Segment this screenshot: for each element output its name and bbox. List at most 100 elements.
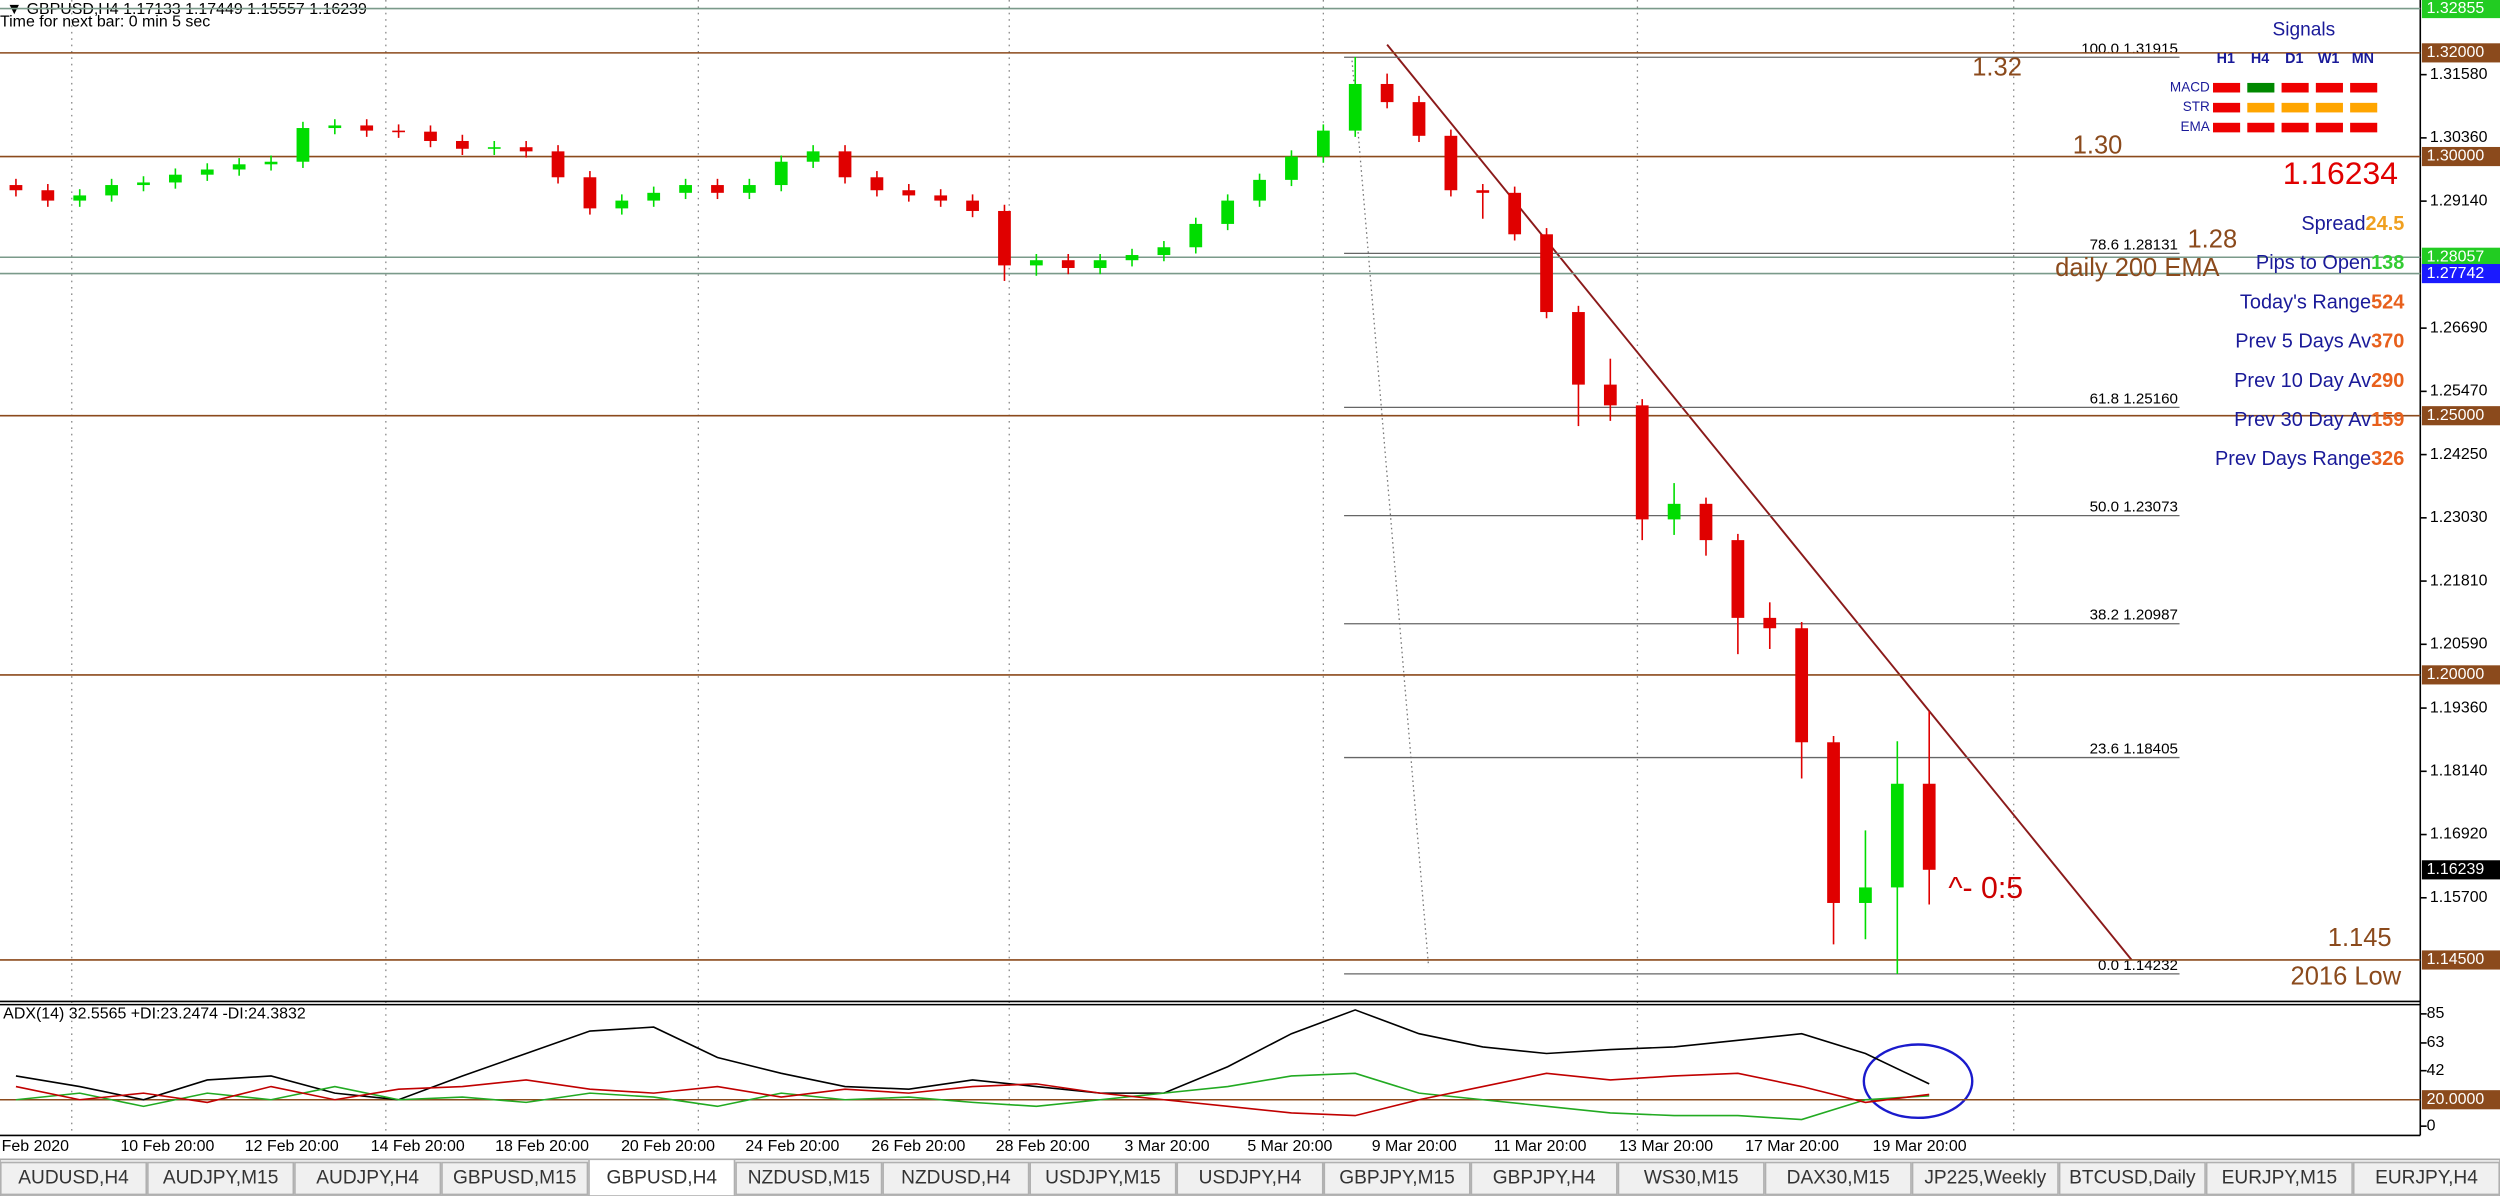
candle-body	[1731, 540, 1745, 618]
candle-body	[998, 210, 1011, 266]
candle-body	[742, 185, 756, 193]
candle-body	[1827, 742, 1840, 903]
tab[interactable]	[147, 1161, 295, 1196]
tab[interactable]	[1176, 1161, 1324, 1196]
tab[interactable]	[1617, 1161, 1765, 1196]
info-label: Prev 5 Days Av	[2235, 331, 2371, 353]
candle-body	[1699, 503, 1713, 541]
tab-label[interactable]: NZDUSD,H4	[901, 1168, 1011, 1189]
tab[interactable]	[2058, 1161, 2206, 1196]
candle-body	[583, 177, 597, 209]
tab-label[interactable]: AUDJPY,H4	[316, 1168, 419, 1189]
price-label: 1.32000	[2427, 44, 2485, 61]
tab[interactable]	[294, 1161, 442, 1196]
candle-body	[1572, 312, 1585, 385]
x-tick-label: 5 Mar 20:00	[1247, 1138, 1332, 1155]
tab-label[interactable]: NZDUSD,M15	[748, 1168, 870, 1189]
candle-body	[392, 130, 405, 133]
tab[interactable]	[588, 1158, 736, 1196]
tab[interactable]	[1323, 1161, 1471, 1196]
candle-body	[902, 190, 916, 196]
x-tick-label: 9 Mar 20:00	[1372, 1138, 1457, 1155]
x-tick-label: 17 Mar 20:00	[1745, 1138, 1839, 1155]
candle-body	[1316, 130, 1330, 157]
tab[interactable]	[0, 1161, 148, 1196]
candle-body	[1029, 260, 1043, 266]
info-label: Prev Days Range	[2215, 448, 2371, 470]
tab-label[interactable]: DAX30,M15	[1787, 1168, 1890, 1189]
info-row: Today's Range524	[2240, 292, 2404, 314]
candle-body	[1061, 260, 1075, 268]
tab[interactable]	[1470, 1161, 1618, 1196]
candle-body	[647, 192, 661, 201]
tab[interactable]	[2352, 1161, 2500, 1196]
y-tick-label: 20.0000	[2427, 1091, 2485, 1108]
tab-label[interactable]: AUDUSD,H4	[18, 1168, 129, 1189]
signal-cell	[2213, 122, 2241, 133]
x-tick-label: 26 Feb 20:00	[871, 1138, 965, 1155]
candle-body	[1444, 135, 1458, 191]
price-label: 1.16239	[2427, 861, 2485, 878]
tab-label[interactable]: EURJPY,M15	[2222, 1168, 2338, 1189]
info-value: 524	[2371, 292, 2404, 314]
info-value: 24.5	[2366, 213, 2405, 235]
signal-cell	[2315, 102, 2343, 113]
price-label: 1.30000	[2427, 148, 2485, 165]
candle-body	[1221, 200, 1235, 224]
tab-label[interactable]: GBPJPY,H4	[1493, 1168, 1596, 1189]
tab[interactable]	[441, 1161, 589, 1196]
info-value: 290	[2371, 370, 2404, 392]
candle-body	[1667, 503, 1681, 520]
tab-label[interactable]: WS30,M15	[1644, 1168, 1739, 1189]
price-label: 1.20000	[2427, 666, 2485, 683]
price-label-box	[2421, 264, 2500, 284]
signals-title: Signals	[2273, 19, 2336, 40]
tab[interactable]	[735, 1161, 883, 1196]
info-row: Pips to Open138	[2256, 252, 2404, 274]
price-label-box	[2421, 950, 2500, 970]
tab[interactable]	[2205, 1161, 2353, 1196]
annotation: daily 200 EMA	[2055, 254, 2219, 282]
tab[interactable]	[1911, 1161, 2059, 1196]
x-tick-label: 24 Feb 20:00	[745, 1138, 839, 1155]
tab-label[interactable]: EURJPY,H4	[2375, 1168, 2478, 1189]
tab[interactable]	[1029, 1161, 1177, 1196]
fib-label: 100.0 1.31915	[2081, 40, 2178, 57]
tab-label[interactable]: AUDJPY,M15	[163, 1168, 279, 1189]
info-row: Prev 5 Days Av370	[2235, 331, 2404, 353]
tab-label[interactable]: GBPUSD,H4	[607, 1168, 718, 1189]
signal-cell	[2281, 102, 2309, 113]
tab-label[interactable]: GBPUSD,M15	[453, 1168, 576, 1189]
candle-body	[806, 151, 820, 162]
tab-label[interactable]: USDJPY,H4	[1199, 1168, 1302, 1189]
x-tick-label: 12 Feb 20:00	[245, 1138, 339, 1155]
tab[interactable]	[882, 1161, 1030, 1196]
y-tick-label: 85	[2427, 1005, 2445, 1022]
signal-cell	[2350, 102, 2378, 113]
y-tick-label: 0	[2427, 1117, 2436, 1134]
x-tick-label: 18 Feb 20:00	[495, 1138, 589, 1155]
tab[interactable]	[1764, 1161, 1912, 1196]
candle-body	[870, 177, 884, 191]
candle-body	[1380, 83, 1394, 103]
tab-label[interactable]: GBPJPY,M15	[1339, 1168, 1455, 1189]
signal-cell	[2315, 122, 2343, 133]
signals-row-label: STR	[2183, 99, 2210, 114]
y-tick-label: 1.19360	[2430, 699, 2488, 716]
candle-body	[1157, 247, 1171, 256]
info-row: Prev 30 Day Av159	[2234, 409, 2404, 431]
fib-label: 0.0 1.14232	[2098, 957, 2178, 974]
signal-cell	[2247, 122, 2275, 133]
candle-body	[487, 147, 501, 149]
candle-body	[455, 140, 469, 149]
tab-label[interactable]: JP225,Weekly	[1924, 1168, 2046, 1189]
y-tick-label: 42	[2427, 1062, 2445, 1079]
tab-label[interactable]: BTCUSD,Daily	[2069, 1168, 2196, 1189]
info-value: 370	[2371, 331, 2404, 353]
tab-label[interactable]: USDJPY,M15	[1045, 1168, 1161, 1189]
candle-body	[711, 185, 724, 193]
annotation: 1.30	[2073, 131, 2123, 159]
candle-body	[1859, 887, 1872, 903]
y-tick-label: 1.26690	[2430, 319, 2488, 336]
